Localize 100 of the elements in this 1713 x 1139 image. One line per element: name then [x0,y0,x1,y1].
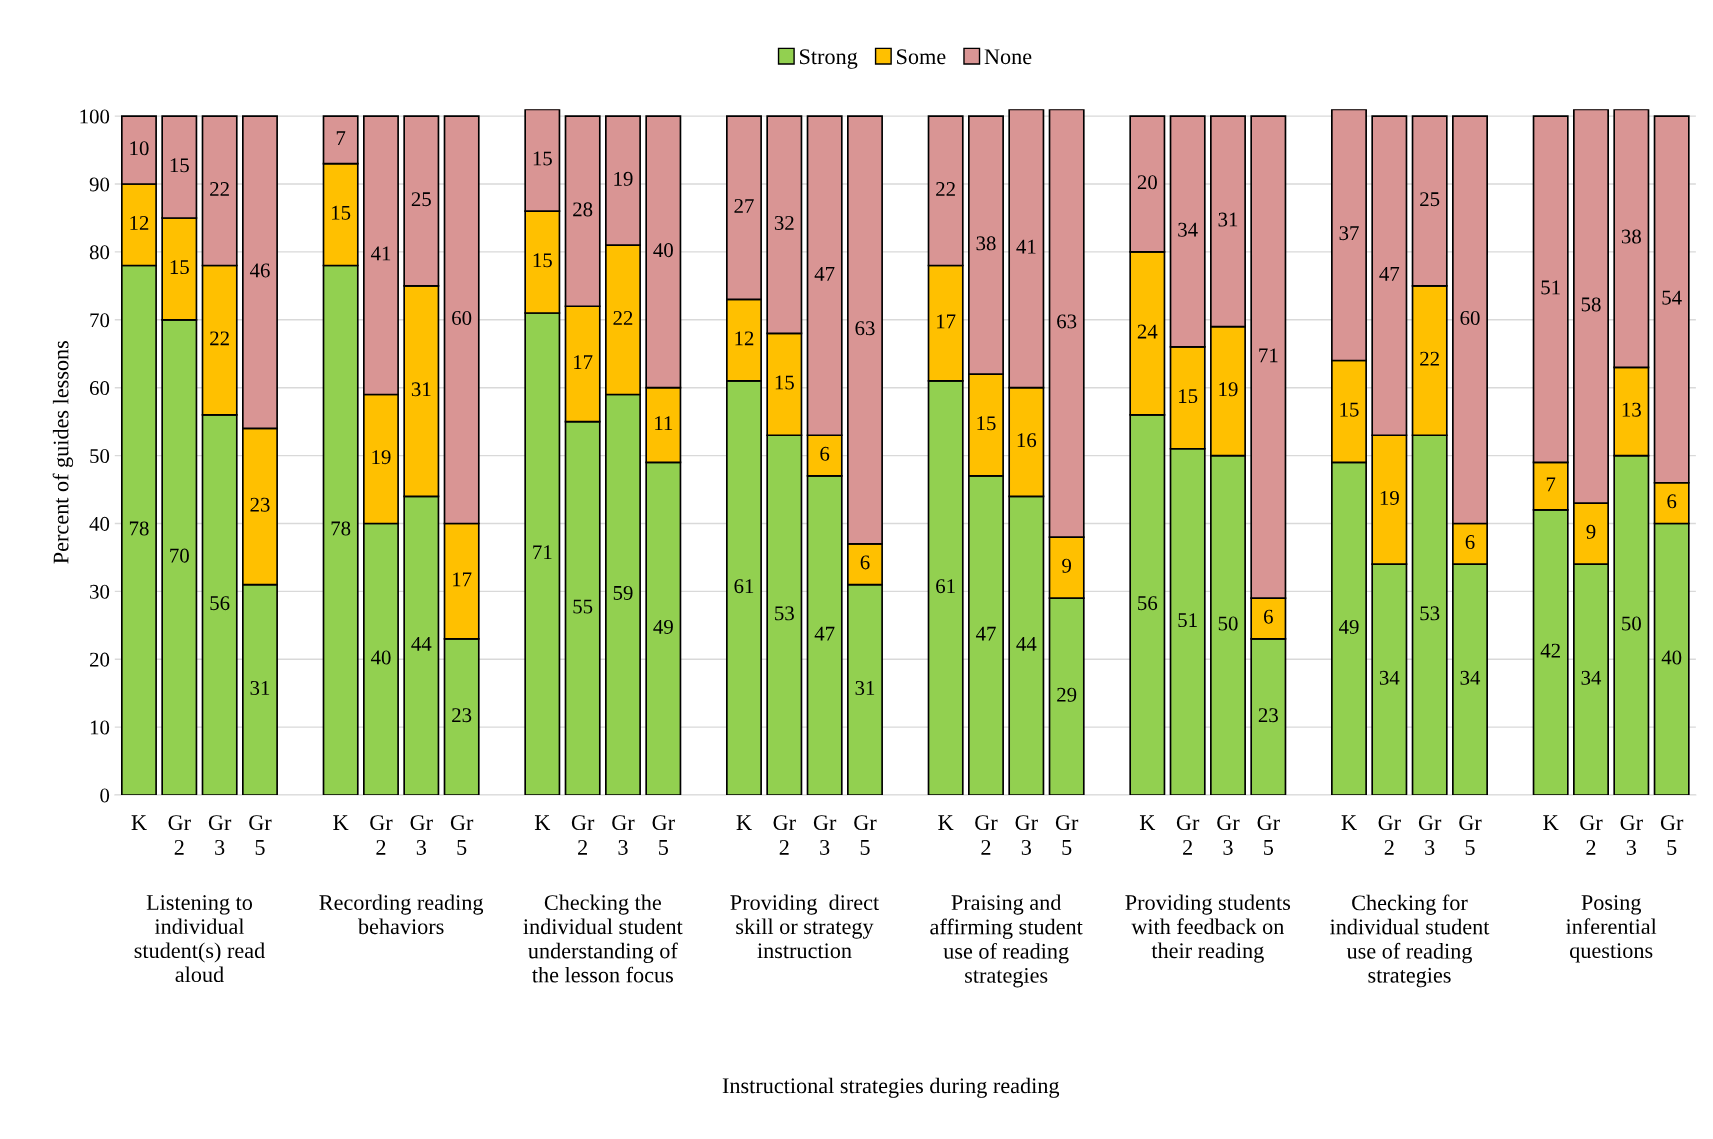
data-label: 9 [1062,558,1072,573]
data-label: 47 [814,266,835,281]
data-label: 23 [1258,708,1278,723]
data-label: 71 [533,545,552,560]
data-label: 16 [1017,433,1037,448]
data-label: 38 [976,236,996,251]
x-tick-label: Gr 2 [1176,815,1200,855]
data-label: 78 [331,521,351,536]
data-label: 47 [1379,266,1400,281]
legend-label: Some [897,49,946,65]
data-label: 15 [533,151,552,166]
data-label: 25 [411,192,431,207]
x-tick-label: K [1139,815,1156,830]
data-label: 41 [1016,239,1036,254]
data-label: 29 [1057,687,1077,702]
data-label: 12 [130,215,149,230]
data-label: 50 [1218,616,1238,631]
data-label: 17 [453,572,472,587]
data-label: 44 [1016,636,1037,651]
x-tick-label: K [1543,815,1559,830]
x-tick-label: Gr 2 [370,815,393,855]
data-label: 10 [130,141,149,156]
x-tick-label: Gr 3 [1217,815,1240,855]
data-label: 6 [860,555,870,570]
text: Instructional strategies during reading [722,1077,1060,1098]
data-label: 15 [775,375,794,390]
data-label: 22 [210,331,229,346]
x-tick-label: Gr 5 [854,815,877,855]
x-tick-label: Gr 5 [249,815,272,855]
y-tick-label: 80 [89,245,110,260]
y-tick-label: 70 [90,313,110,328]
data-label: 34 [1460,670,1481,685]
data-label: 42 [1540,643,1560,658]
data-label: 49 [653,619,673,634]
data-label: 44 [411,636,432,651]
x-tick-label: Gr 2 [1580,815,1603,855]
x-tick-label: K [938,815,954,830]
data-label: 31 [1218,212,1238,227]
data-label: 15 [170,260,189,275]
x-tick-label: Gr 2 [571,815,595,855]
data-label: 25 [1420,192,1440,207]
x-tick-label: Gr 5 [1459,815,1482,855]
data-label: 56 [1138,596,1158,611]
data-label: 7 [1546,477,1556,492]
data-label: 23 [250,497,270,512]
y-tick-label: 60 [89,381,110,396]
data-label: 40 [370,650,391,665]
data-label: 17 [574,355,593,369]
data-label: 23 [452,708,472,723]
y-tick-label: 100 [80,109,110,124]
data-label: 31 [250,681,270,696]
text: Praising and affirming student use of reading strategies [930,894,1083,988]
data-label: 53 [775,606,794,621]
y-tick-label: 20 [89,652,110,667]
data-label: 40 [1661,650,1682,665]
text: Listening to individual student(s) read aloud [134,895,265,983]
x-tick-label: Gr 2 [1378,815,1401,855]
data-label: 46 [249,263,270,278]
data-label: 51 [1541,280,1560,295]
data-label: 22 [210,182,229,196]
data-label: 20 [1137,175,1157,190]
data-label: 55 [573,599,593,614]
y-tick-label: 10 [90,720,110,735]
text: Checking the individual student understanding of the lesson focus [523,894,683,983]
data-label: 60 [452,310,472,326]
x-tick-label: Gr 3 [813,815,837,855]
data-label: 37 [1339,226,1359,241]
x-tick-label: Gr 2 [975,815,998,855]
x-tick-label: Gr 3 [410,815,433,855]
x-tick-label: K [131,815,147,830]
data-label: 56 [210,596,230,611]
data-label: 13 [1622,402,1641,417]
text: Providing students with feedback on their reading [1125,894,1291,963]
data-label: 22 [613,311,633,325]
data-label: 19 [1380,490,1399,505]
y-axis-title: Percent of guides lessons [52,340,74,564]
x-tick-label: K [333,815,349,830]
x-tick-label: Gr 5 [1055,815,1079,855]
data-label: 61 [936,579,955,594]
data-label: 15 [1340,402,1359,417]
data-label: 34 [1581,670,1602,685]
data-label: 32 [774,215,794,230]
data-label: 27 [734,199,754,213]
data-label: 19 [614,171,633,186]
data-label: 9 [1586,524,1596,539]
x-tick-label: Gr 3 [1418,815,1442,855]
data-label: 59 [613,585,633,600]
data-label: 50 [1622,616,1641,631]
data-label: 6 [820,446,830,461]
data-label: 63 [855,321,875,336]
data-label: 61 [734,579,754,594]
data-label: 6 [1667,494,1677,509]
data-label: 41 [370,246,391,261]
data-label: 54 [1662,290,1682,305]
data-label: 6 [1264,609,1273,624]
x-tick-label: Gr 2 [773,815,796,855]
data-label: 53 [1420,606,1440,621]
data-label: 60 [1460,310,1480,326]
data-label: 7 [336,131,346,145]
data-label: 70 [170,548,189,563]
